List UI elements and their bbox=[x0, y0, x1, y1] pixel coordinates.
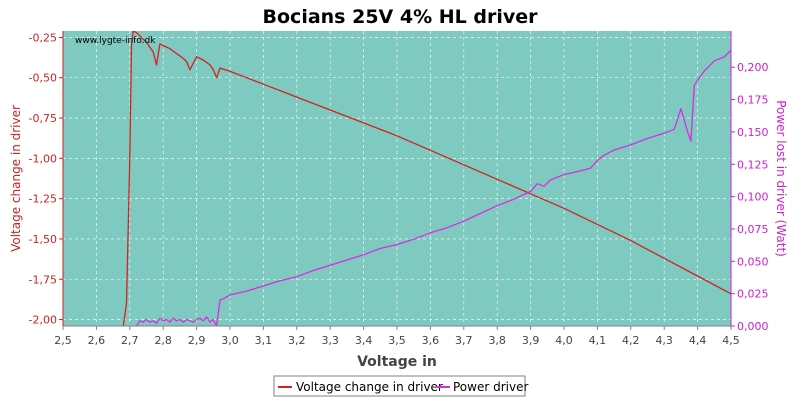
series-voltage-change-line bbox=[122, 31, 731, 326]
watermark: www.lygte-info.dk bbox=[75, 36, 156, 46]
y-left-tick-label: -2,00 bbox=[29, 314, 57, 327]
y-left-tick-label: -0,75 bbox=[29, 112, 57, 125]
y-right-tick-label: 0,075 bbox=[737, 223, 769, 236]
x-tick-label: 3,6 bbox=[422, 334, 440, 347]
y-right-tick-label: 0,100 bbox=[737, 191, 769, 204]
y-left-axis-label: Voltage change in driver bbox=[9, 105, 23, 252]
x-tick-label: 4,3 bbox=[655, 334, 673, 347]
legend: Voltage change in driver Power driver bbox=[273, 375, 528, 397]
x-tick-label: 3,3 bbox=[321, 334, 339, 347]
x-axis: 2,5 2,6 2,7 2,8 2,9 3,0 3,1 3,2 3,3 3,4 3,5 3,6 3,7 3… bbox=[54, 325, 740, 347]
x-tick-label: 4,1 bbox=[589, 334, 607, 347]
x-tick-label: 3,4 bbox=[355, 334, 373, 347]
y-left-tick-label: -1,25 bbox=[29, 193, 57, 206]
x-tick-label: 2,9 bbox=[188, 334, 206, 347]
x-axis-label: Voltage in bbox=[357, 354, 437, 370]
y-right-tick-label: 0,175 bbox=[737, 94, 769, 107]
legend-label-voltage-change: Voltage change in driver bbox=[296, 380, 443, 394]
legend-box bbox=[273, 375, 526, 397]
y-left-axis: -0,25 -0,50 -0,75 -1,00 -1,25 -1,50 -1,75 -2,00 bbox=[29, 31, 64, 327]
x-tick-label: 4,2 bbox=[622, 334, 640, 347]
x-tick-label: 4,0 bbox=[555, 334, 573, 347]
x-tick-label: 4,5 bbox=[722, 334, 740, 347]
x-tick-label: 4,4 bbox=[689, 334, 707, 347]
x-tick-label: 3,5 bbox=[388, 334, 406, 347]
x-tick-label: 3,1 bbox=[255, 334, 273, 347]
y-left-tick-label: -1,75 bbox=[29, 273, 57, 286]
x-tick-label: 3,9 bbox=[522, 334, 540, 347]
x-tick-label: 3,8 bbox=[488, 334, 506, 347]
series-layer bbox=[122, 31, 731, 326]
y-right-tick-label: 0,200 bbox=[737, 61, 769, 74]
x-tick-label: 2,6 bbox=[88, 334, 106, 347]
y-right-tick-label: 0,050 bbox=[737, 255, 769, 268]
y-right-tick-label: 0,125 bbox=[737, 158, 769, 171]
y-right-axis: 0,000 0,025 0,050 0,075 0,100 0,125 0,150 0,175… bbox=[730, 31, 769, 333]
y-left-tick-label: -0,50 bbox=[29, 72, 57, 85]
y-left-tick-label: -1,00 bbox=[29, 152, 57, 165]
legend-label-power: Power driver bbox=[453, 380, 528, 394]
y-left-tick-label: -0,25 bbox=[29, 31, 57, 44]
x-tick-label: 2,7 bbox=[121, 334, 139, 347]
y-right-tick-label: 0,150 bbox=[737, 126, 769, 139]
x-tick-label: 3,0 bbox=[221, 334, 239, 347]
y-right-tick-label: 0,025 bbox=[737, 288, 769, 301]
x-tick-label: 3,7 bbox=[455, 334, 473, 347]
chart-title: Bocians 25V 4% HL driver bbox=[263, 6, 539, 28]
y-right-tick-label: 0,000 bbox=[737, 320, 769, 333]
y-left-tick-label: -1,50 bbox=[29, 233, 57, 246]
series-power-line bbox=[135, 49, 731, 326]
y-right-axis-label: Power lost in driver (Watt) bbox=[774, 100, 788, 257]
x-tick-label: 2,5 bbox=[54, 334, 72, 347]
x-tick-label: 2,8 bbox=[154, 334, 172, 347]
x-tick-label: 3,2 bbox=[288, 334, 306, 347]
